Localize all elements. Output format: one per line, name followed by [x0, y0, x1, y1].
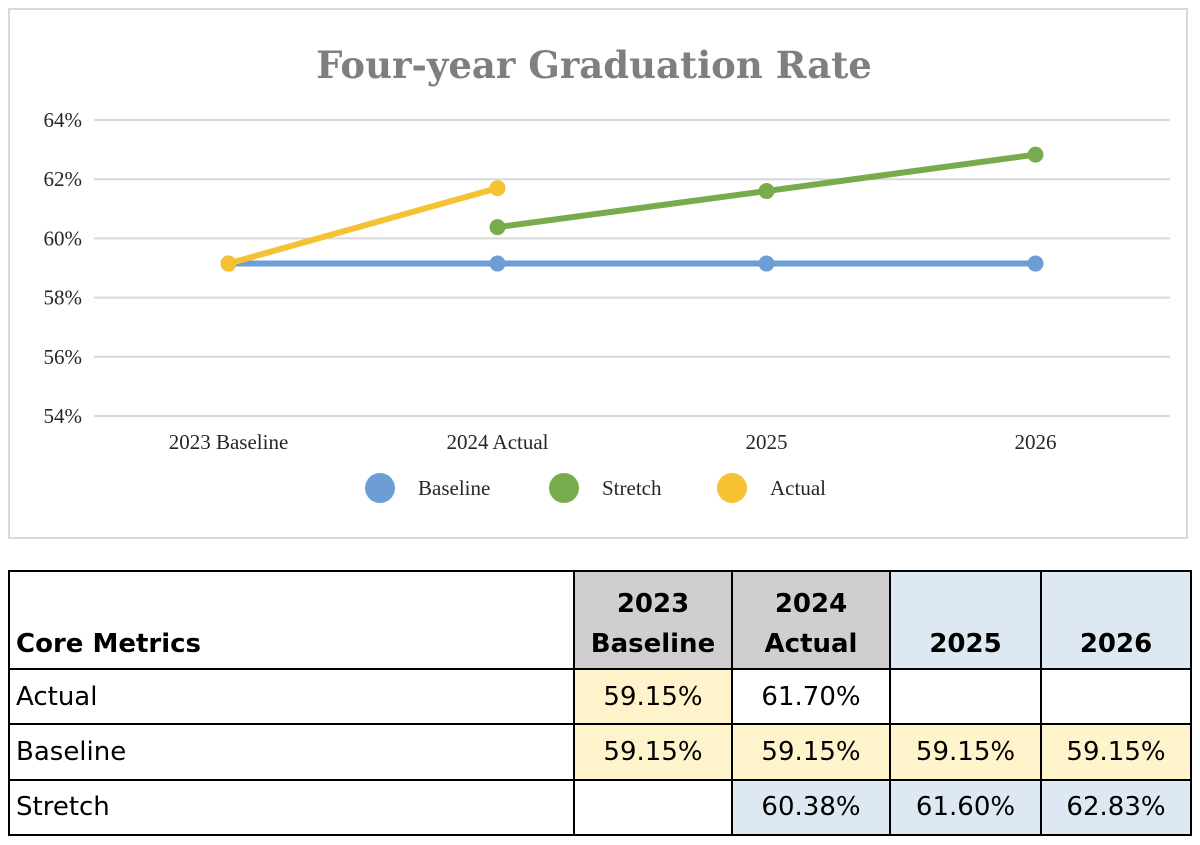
x-tick-label: 2025 [746, 430, 788, 454]
table-cell: 59.15% [889, 723, 1042, 781]
legend-marker-actual [717, 473, 747, 503]
header-2024-actual: 2024 Actual [731, 570, 891, 670]
header-2026: 2026 [1040, 570, 1192, 670]
legend-marker-stretch [549, 473, 579, 503]
x-tick-label: 2024 Actual [446, 430, 548, 454]
data-point-stretch [758, 183, 775, 200]
row-label: Actual [8, 667, 575, 726]
chart-title: Four-year Graduation Rate [316, 43, 872, 87]
table-cell: 59.15% [731, 723, 891, 781]
data-point-baseline [1027, 255, 1044, 272]
data-point-actual [220, 255, 237, 272]
chart-container: Four-year Graduation Rate 54% 56% 58% 60% 62… [8, 8, 1188, 539]
core-metrics-table: Core Metrics 2023 Baseline 2024 Actual 202… [8, 570, 1192, 837]
x-tick-label: 2026 [1015, 430, 1057, 454]
table-cell: 59.15% [573, 723, 733, 781]
row-label: Stretch [8, 778, 575, 837]
x-tick-label: 2023 Baseline [169, 430, 289, 454]
y-tick-label: 56% [44, 345, 83, 369]
y-tick-label: 54% [44, 404, 83, 428]
legend-label-actual: Actual [770, 476, 826, 500]
header-core-metrics: Core Metrics [8, 570, 575, 670]
data-point-stretch [489, 219, 506, 236]
y-tick-label: 60% [44, 226, 83, 250]
data-point-baseline [758, 255, 775, 272]
table-cell [889, 667, 1042, 726]
table-cell: 59.15% [1040, 723, 1192, 781]
data-point-baseline [489, 255, 506, 272]
table-cell: 60.38% [731, 778, 891, 837]
series-line-actual [225, 185, 501, 267]
legend-marker-baseline [365, 473, 395, 503]
legend-label-baseline: Baseline [418, 476, 490, 500]
y-tick-label: 58% [44, 286, 83, 310]
table-cell: 61.60% [889, 778, 1042, 837]
table-cell: 59.15% [573, 667, 733, 726]
table-cell [1040, 667, 1192, 726]
data-point-stretch [1027, 146, 1044, 163]
table-header-row: Core Metrics 2023 Baseline 2024 Actual 202… [8, 570, 1192, 670]
header-2025: 2025 [889, 570, 1042, 670]
table-cell [573, 778, 733, 837]
table-row-baseline: Baseline 59.15% 59.15% 59.15% 59.15% [8, 723, 1192, 781]
header-2023-baseline: 2023 Baseline [573, 570, 733, 670]
table-cell: 62.83% [1040, 778, 1192, 837]
row-label: Baseline [8, 723, 575, 781]
line-chart: Four-year Graduation Rate 54% 56% 58% 60% 62… [44, 43, 1170, 503]
data-point-actual [489, 180, 506, 197]
legend-label-stretch: Stretch [602, 476, 662, 500]
y-tick-label: 62% [44, 167, 83, 191]
table-cell: 61.70% [731, 667, 891, 726]
table-row-actual: Actual 59.15% 61.70% [8, 667, 1192, 726]
y-tick-label: 64% [44, 108, 83, 132]
table-row-stretch: Stretch 60.38% 61.60% 62.83% [8, 778, 1192, 837]
